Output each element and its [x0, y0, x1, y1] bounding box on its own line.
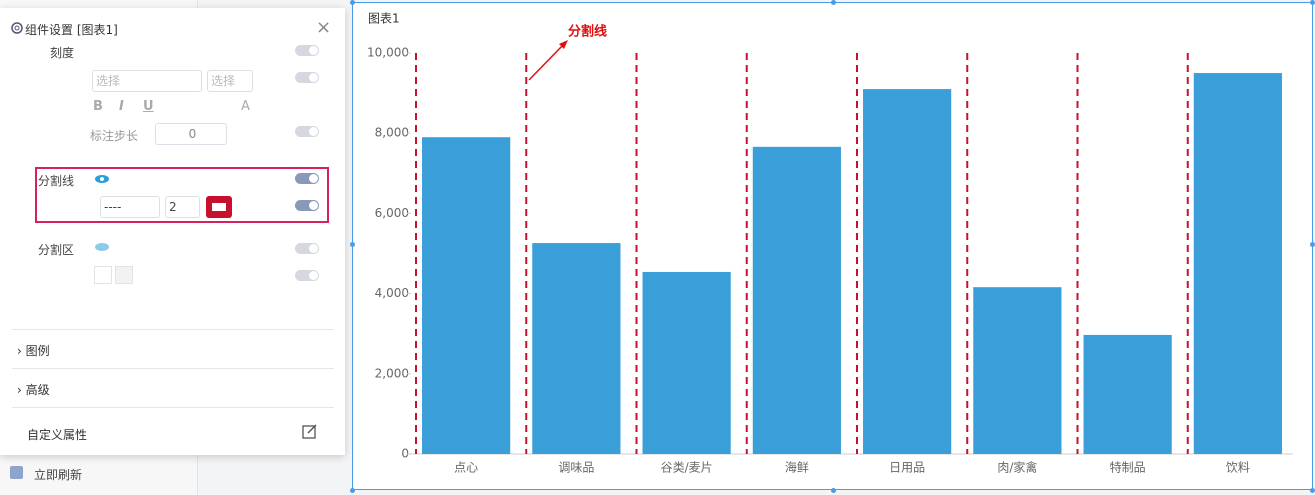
section-advanced[interactable]: › 高级: [17, 383, 50, 397]
handle[interactable]: [350, 488, 355, 493]
bar: [973, 287, 1062, 454]
toggle[interactable]: [295, 200, 319, 211]
y-tick-label: 4,000: [375, 286, 409, 300]
close-button[interactable]: ×: [316, 17, 332, 38]
toggle[interactable]: [295, 45, 319, 56]
custom-props: 自定义属性: [27, 428, 88, 442]
toggle[interactable]: [295, 243, 319, 254]
divider: [12, 407, 334, 408]
x-tick-label: 特制品: [1110, 460, 1146, 475]
bar: [863, 89, 952, 454]
underline-button[interactable]: U: [143, 99, 154, 114]
handle[interactable]: [350, 242, 355, 247]
split-line-label: 分割线: [38, 174, 75, 188]
color-button[interactable]: A: [241, 99, 250, 114]
chart-container[interactable]: 图表1 分割线 0 2,000 4,000 6,000 8,000 10,000 点心 调味品…: [352, 2, 1313, 490]
handle[interactable]: [1310, 0, 1315, 5]
section-title: 图例: [25, 344, 50, 358]
color-picker[interactable]: [206, 196, 232, 218]
x-tick-label: 调味品: [558, 461, 594, 475]
y-tick-label: 0: [401, 447, 409, 461]
handle[interactable]: [350, 0, 355, 5]
bar: [1083, 334, 1172, 454]
eye-icon[interactable]: [94, 174, 110, 184]
highlight-box: [35, 167, 329, 223]
auto-refresh[interactable]: 立即刷新: [34, 468, 83, 482]
divider: [12, 329, 334, 330]
toggle[interactable]: [295, 72, 319, 83]
y-tick-label: 8,000: [375, 126, 409, 140]
handle[interactable]: [1310, 488, 1315, 493]
bar: [642, 271, 731, 454]
handle[interactable]: [1310, 242, 1315, 247]
edit-icon[interactable]: [302, 424, 317, 439]
y-tick-label: 6,000: [375, 206, 409, 220]
toggle[interactable]: [295, 126, 319, 137]
italic-button[interactable]: I: [119, 99, 124, 114]
toggle[interactable]: [295, 270, 319, 281]
y-tick-label: 10,000: [367, 46, 409, 60]
bar: [752, 146, 841, 455]
y-tick-label: 2,000: [375, 366, 409, 380]
step-label: 标注步长: [90, 129, 139, 143]
annotation-arrow: [528, 42, 566, 81]
scale-label: 刻度: [50, 46, 75, 60]
panel-title: 组件设置 [图表1]: [25, 23, 118, 37]
section-legend[interactable]: › 图例: [17, 344, 50, 358]
line-style-select[interactable]: ----: [100, 196, 160, 218]
color-swatch[interactable]: [94, 266, 112, 284]
x-tick-label: 饮料: [1226, 461, 1250, 475]
select[interactable]: 选择: [207, 70, 253, 92]
color-swatch[interactable]: [115, 266, 133, 284]
bar: [1193, 73, 1282, 455]
bar: [532, 243, 621, 454]
gear-icon: [11, 22, 23, 34]
x-tick-label: 海鲜: [785, 460, 809, 475]
split-area-label: 分割区: [38, 243, 75, 257]
handle[interactable]: [831, 0, 836, 5]
chart: 图表1 分割线 0 2,000 4,000 6,000 8,000 10,000 点心 调味品…: [367, 12, 1293, 475]
select[interactable]: 选择: [92, 70, 202, 92]
line-width-select[interactable]: 2: [165, 196, 200, 218]
checkbox[interactable]: [10, 466, 23, 479]
toggle[interactable]: [295, 173, 319, 184]
settings-panel: 组件设置 [图表1] × 刻度 选择 选择 B I U A 标注步长 0 分割线…: [0, 8, 345, 455]
annotation: 分割线: [568, 24, 607, 40]
bar: [422, 137, 511, 454]
bold-button[interactable]: B: [93, 99, 103, 114]
x-tick-label: 点心: [454, 461, 478, 475]
x-tick-label: 谷类/麦片: [661, 461, 713, 475]
eye-icon[interactable]: [94, 242, 110, 252]
section-title: 高级: [25, 383, 50, 397]
x-tick-label: 日用品: [889, 461, 925, 475]
x-tick-label: 肉/家禽: [997, 460, 1037, 475]
step-input[interactable]: 0: [155, 123, 227, 145]
chart-title: 图表1: [368, 12, 400, 26]
divider: [12, 368, 334, 369]
arrow-head: [559, 40, 568, 49]
handle[interactable]: [831, 488, 836, 493]
